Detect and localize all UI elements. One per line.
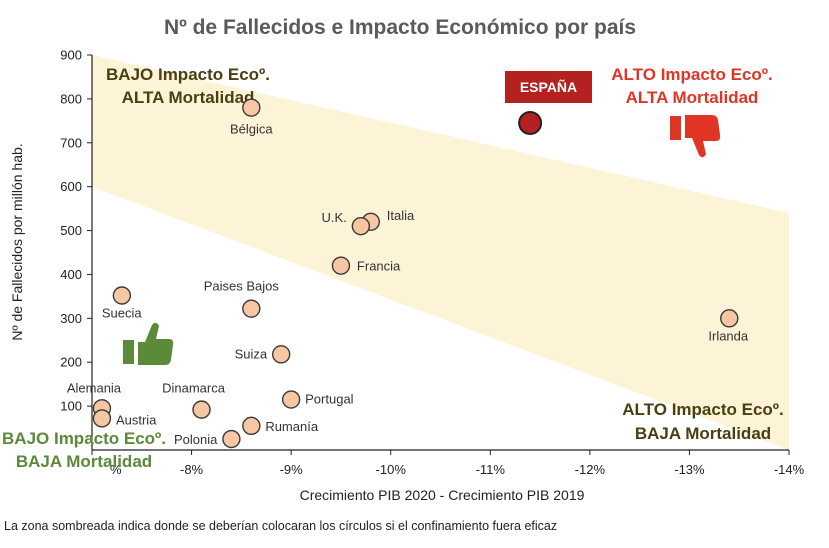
quadrant-bottom-left: BAJO Impacto Ecoº. BAJA Mortalidad: [2, 429, 166, 471]
thumbs-up-icon: [123, 322, 174, 365]
thumbs-down-icon: [670, 115, 721, 158]
y-axis-label: Nº de Fallecidos por millón hab.: [9, 143, 25, 340]
data-point: [112, 286, 132, 305]
axes: [87, 54, 790, 455]
data-point-label: Italia: [387, 208, 415, 223]
spain-label: ESPAÑA: [520, 78, 577, 95]
quadrant-top-right-line1: ALTO Impacto Ecoº.: [611, 65, 772, 84]
data-point: [192, 400, 211, 419]
data-point-label: Polonia: [174, 432, 218, 447]
quadrant-top-right: ALTO Impacto Ecoº. ALTA Mortalidad: [611, 65, 772, 107]
y-tick-label: 800: [60, 91, 82, 106]
quadrant-top-left-line2: ALTA Mortalidad: [122, 88, 255, 107]
y-tick-label: 300: [60, 311, 82, 326]
data-point-label: U.K.: [322, 210, 347, 225]
spain-highlight: ESPAÑA: [505, 71, 592, 136]
y-tick-label: 100: [60, 399, 82, 414]
chart-title: Nº de Fallecidos e Impacto Económico por…: [164, 16, 636, 39]
quadrant-bottom-left-line1: BAJO Impacto Ecoº.: [2, 429, 166, 448]
x-tick-label: -9%: [280, 462, 304, 477]
data-point-label: Francia: [357, 259, 401, 274]
x-tick-labels: -8% -9% -10% -11% -12% -13% -14%%: [110, 462, 805, 477]
data-point: [281, 390, 301, 409]
data-points: Bélgica Italia U.K. Francia Paises Bajos Suec…: [67, 98, 749, 449]
x-tick-label: -8%: [180, 462, 204, 477]
data-point-label: Dinamarca: [162, 381, 226, 396]
quadrant-bottom-right-line1: ALTO Impacto Ecoº.: [622, 400, 783, 419]
data-point-label: Rumanía: [265, 419, 319, 434]
data-point-label: Portugal: [305, 392, 354, 407]
x-axis-label: Crecimiento PIB 2020 - Crecimiento PIB 2…: [300, 487, 585, 503]
data-point: [242, 299, 261, 318]
y-tick-label: 400: [60, 267, 82, 282]
spain-point: [518, 111, 543, 136]
y-tick-labels: 100 200 300 400 500 600 700 800 900: [60, 48, 82, 414]
y-tick-label: 500: [60, 223, 82, 238]
data-point-label: Austria: [116, 412, 157, 427]
x-tick-label: -14%: [774, 462, 805, 477]
quadrant-top-left: BAJO Impacto Ecoº. ALTA Mortalidad: [106, 65, 270, 107]
quadrant-bottom-right-line2: BAJA Mortalidad: [635, 424, 771, 443]
footnote: La zona sombreada indica donde se deberí…: [4, 519, 557, 533]
quadrant-bottom-right: ALTO Impacto Ecoº. BAJA Mortalidad: [622, 400, 783, 443]
y-tick-label: 200: [60, 355, 82, 370]
x-tick-label: -13%: [674, 462, 705, 477]
data-point-label: Suecia: [102, 306, 143, 321]
y-tick-label: 900: [60, 48, 82, 63]
data-point-label: Irlanda: [708, 328, 749, 343]
y-tick-label: 700: [60, 135, 82, 150]
data-point-label: Suiza: [235, 346, 268, 361]
data-point: [271, 345, 291, 364]
y-tick-label: 600: [60, 179, 82, 194]
data-point-label: Bélgica: [230, 122, 273, 137]
x-tick-label: -12%: [575, 462, 606, 477]
data-point: [331, 256, 351, 275]
data-point-label: Paises Bajos: [204, 279, 280, 294]
data-point: [242, 98, 261, 117]
quadrant-bottom-left-line2: BAJA Mortalidad: [16, 452, 152, 471]
x-tick-label: -10%: [376, 462, 407, 477]
shaded-band: [92, 55, 789, 450]
data-point: [720, 309, 739, 328]
data-point: [92, 409, 112, 428]
x-tick-label: -11%: [476, 462, 506, 477]
data-point-label: Alemania: [67, 380, 122, 395]
data-point: [242, 416, 261, 436]
data-point: [351, 216, 371, 236]
quadrant-top-right-line2: ALTA Mortalidad: [626, 88, 759, 107]
quadrant-top-left-line1: BAJO Impacto Ecoº.: [106, 65, 270, 84]
data-point: [222, 429, 241, 449]
spain-label-box: [505, 71, 592, 103]
x-tick-label: %: [110, 462, 122, 477]
